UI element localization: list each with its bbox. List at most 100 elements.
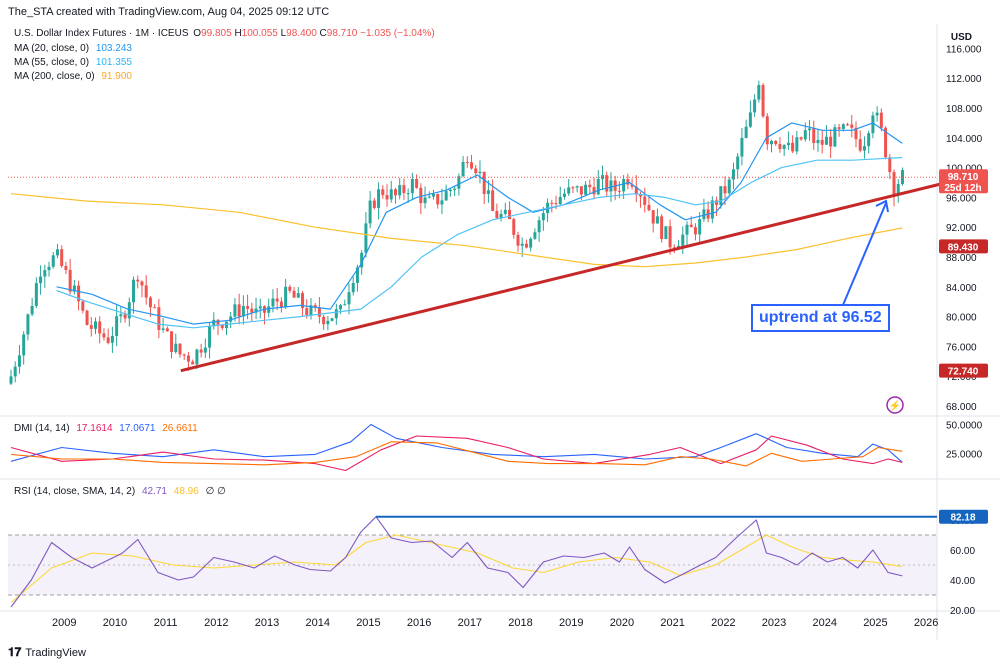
candle-body <box>170 331 174 353</box>
uptrend-annotation[interactable]: uptrend at 96.52 <box>751 304 890 332</box>
candle-body <box>744 126 748 138</box>
candle-body <box>554 203 558 205</box>
candle-body <box>833 127 837 147</box>
candle-body <box>478 171 482 174</box>
candle-body <box>203 347 207 353</box>
candle-body <box>681 234 685 246</box>
candle-body <box>731 169 735 180</box>
candle-body <box>436 194 440 205</box>
candle-body <box>432 194 435 197</box>
candle-body <box>22 334 26 356</box>
candle-body <box>710 200 714 219</box>
candle-body <box>571 187 575 189</box>
uptrend-line[interactable] <box>180 181 945 373</box>
candle-body <box>13 366 17 377</box>
candle-body <box>782 145 786 149</box>
candle-body <box>626 179 630 185</box>
candle-body <box>250 308 254 313</box>
candle-body <box>786 142 790 146</box>
candle-body <box>305 308 309 315</box>
low-value: 98.400 <box>286 28 317 39</box>
candle-body <box>275 298 279 302</box>
rsi-legend: RSI (14, close, SMA, 14, 2) 42.71 48.96 … <box>14 486 230 497</box>
dmi-tick-label: 25.0000 <box>946 449 983 460</box>
candle-body <box>558 196 562 204</box>
candle-body <box>588 184 592 188</box>
last-price-tag-text: 25d 12h <box>944 183 981 194</box>
trend-low-tag-bg <box>939 363 988 378</box>
rsi-ma-line <box>10 534 903 603</box>
rsi-label: RSI (14, close, SMA, 14, 2) <box>14 486 136 497</box>
x-tick-label: 2011 <box>154 617 178 629</box>
candle-body <box>368 200 372 224</box>
candle-body <box>457 176 461 189</box>
candle-body <box>757 85 761 100</box>
y-tick-label: 72.000 <box>946 372 977 383</box>
candle-body <box>474 168 478 174</box>
candle-body <box>377 189 381 208</box>
candle-body <box>685 224 689 235</box>
candle-body <box>562 193 566 197</box>
lightning-icon[interactable] <box>886 396 904 414</box>
dmi-tick-label: 50.0000 <box>946 421 983 432</box>
candle-body <box>575 186 579 188</box>
candle-body <box>148 297 152 308</box>
candle-body <box>402 185 406 194</box>
x-tick-label: 2024 <box>812 617 836 629</box>
candle-body <box>334 309 338 319</box>
candle-body <box>254 308 258 313</box>
open-value: 99.805 <box>201 28 232 39</box>
lightning-glyph: ⚡ <box>889 399 901 412</box>
candle-body <box>178 343 182 355</box>
high-value: 100.055 <box>241 28 278 39</box>
candle-body <box>727 179 731 194</box>
candle-body <box>279 301 283 308</box>
candle-body <box>284 286 288 308</box>
x-tick-label: 2010 <box>103 617 127 629</box>
candle-body <box>715 200 719 205</box>
candle-body <box>795 137 799 152</box>
candle-body <box>372 200 376 208</box>
candle-body <box>115 316 119 336</box>
dmi-label: DMI (14, 14) <box>14 423 70 434</box>
candle-body <box>241 306 245 317</box>
candle-body <box>292 290 296 298</box>
annotation-arrow <box>842 202 887 306</box>
candle-body <box>791 142 795 152</box>
candle-body <box>486 190 490 194</box>
x-tick-label: 2015 <box>356 617 380 629</box>
x-tick-label: 2021 <box>660 617 684 629</box>
candle-body <box>330 318 334 321</box>
currency-label[interactable]: USD <box>950 32 972 43</box>
candle-body <box>846 124 850 126</box>
adx-value: 26.6611 <box>162 423 198 434</box>
candle-body <box>634 186 638 195</box>
candle-body <box>233 304 237 317</box>
rsi-tick-label: 60.00 <box>950 546 975 557</box>
candle-body <box>596 179 600 195</box>
rsi-line <box>10 516 903 608</box>
y-tick-label: 108.000 <box>946 104 983 115</box>
candle-body <box>64 266 68 270</box>
candle-body <box>677 245 681 248</box>
ma200-legend: MA (200, close, 0) 91.900 <box>14 71 132 82</box>
ma200-tag-bg <box>939 239 988 254</box>
candle-body <box>875 112 879 116</box>
candle-body <box>77 285 81 302</box>
candle-body <box>385 195 389 200</box>
candle-body <box>98 321 102 334</box>
candle-body <box>220 324 224 328</box>
y-tick-label: 88.000 <box>946 253 977 264</box>
candle-body <box>537 220 541 233</box>
x-tick-label: 2017 <box>458 617 482 629</box>
candle-body <box>157 307 161 330</box>
candle-body <box>858 139 862 151</box>
candle-body <box>317 307 321 317</box>
candle-body <box>812 128 816 144</box>
candle-body <box>453 188 457 190</box>
candle-body <box>186 355 190 362</box>
candle-body <box>617 190 621 192</box>
candle-body <box>448 189 452 192</box>
